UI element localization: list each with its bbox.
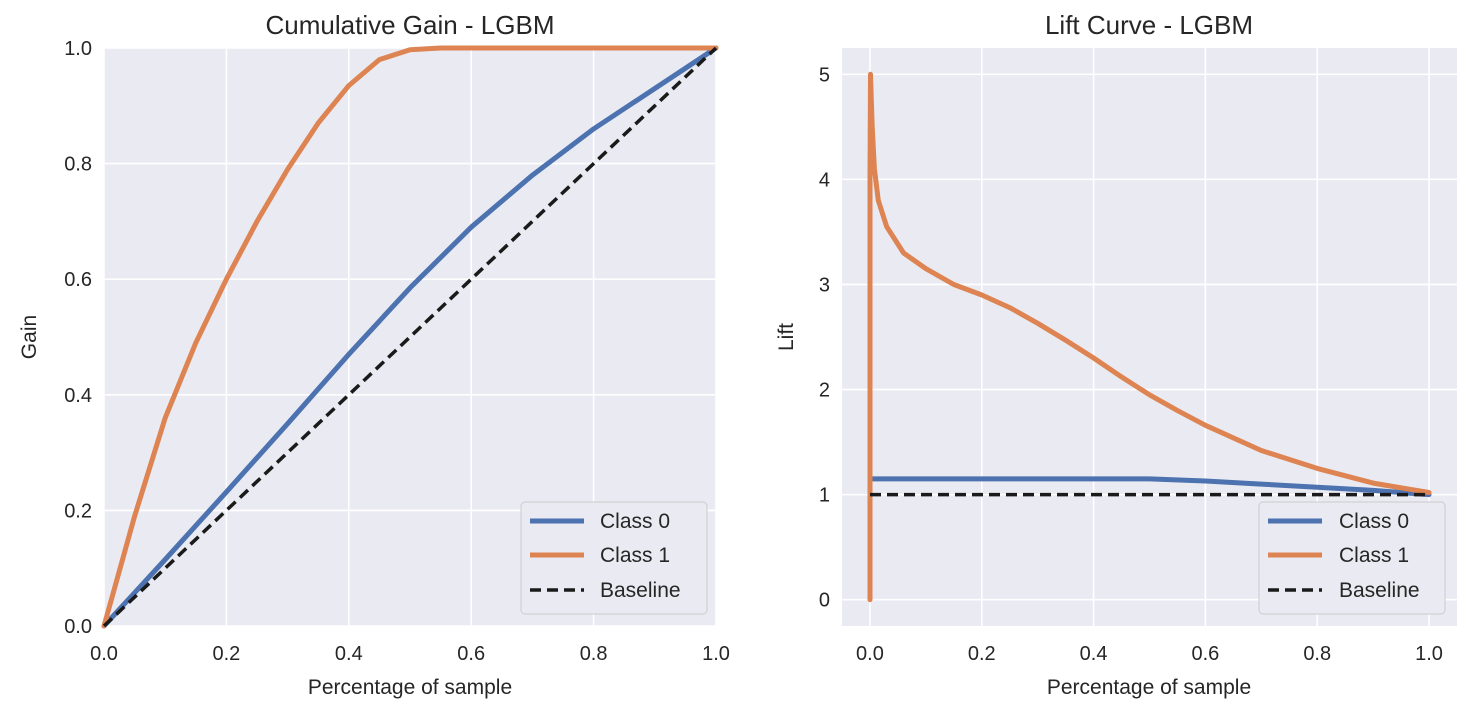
y-tick-label: 4 [819, 169, 830, 191]
x-tick-labels: 0.0 0.2 0.4 0.6 0.8 1.0 [90, 643, 730, 665]
x-tick-label: 0.2 [212, 643, 240, 665]
series-layer [101, 45, 719, 629]
lift-curve-panel: 0.0 0.2 0.4 0.6 0.8 1.0 0 1 2 3 4 5 Lift Curve - L… [775, 10, 1457, 699]
y-tick-label: 1 [819, 485, 830, 507]
series-line-class-0 [867, 476, 1432, 498]
y-axis-label: Gain [18, 315, 41, 359]
legend-label-class-1: Class 1 [1339, 544, 1409, 567]
y-tick-label: 0.4 [64, 385, 92, 407]
y-tick-labels: 0.0 0.2 0.4 0.6 0.8 1.0 [64, 38, 92, 638]
series-layer [867, 71, 1432, 603]
y-tick-label: 0.6 [64, 269, 92, 291]
y-axis-label: Lift [775, 323, 798, 351]
series-line-class-0 [101, 45, 719, 629]
x-tick-label: 0.8 [580, 643, 608, 665]
series-line-class-1 [867, 71, 1432, 603]
y-tick-label: 1.0 [64, 38, 92, 60]
series-line-baseline [102, 46, 718, 628]
legend-box [1258, 501, 1446, 615]
x-tick-label: 0.2 [968, 643, 996, 665]
grid [103, 47, 717, 627]
y-tick-label: 0 [819, 590, 830, 612]
legend-box [520, 501, 708, 615]
legend-label-baseline: Baseline [600, 579, 681, 602]
x-tick-label: 0.4 [1080, 643, 1108, 665]
legend: Class 0 Class 1 Baseline [1258, 501, 1446, 615]
x-tick-label: 0.6 [457, 643, 485, 665]
x-tick-label: 0.4 [335, 643, 363, 665]
x-axis-label: Percentage of sample [308, 676, 512, 699]
x-axis-label: Percentage of sample [1047, 676, 1251, 699]
y-tick-labels: 0 1 2 3 4 5 [819, 64, 830, 611]
x-tick-label: 0.8 [1303, 643, 1331, 665]
x-tick-label: 1.0 [702, 643, 730, 665]
x-tick-label: 1.0 [1415, 643, 1443, 665]
legend: Class 0 Class 1 Baseline [520, 501, 708, 615]
x-tick-label: 0.0 [856, 643, 884, 665]
legend-label-class-0: Class 0 [1339, 510, 1409, 533]
chart-title: Lift Curve - LGBM [1045, 10, 1253, 40]
y-tick-label: 0.8 [64, 154, 92, 176]
legend-label-baseline: Baseline [1339, 579, 1420, 602]
cumulative-gain-panel: 0.0 0.2 0.4 0.6 0.8 1.0 0.0 0.2 0.4 0.6 0.8 1.0 Cu… [18, 10, 730, 699]
y-tick-label: 0.2 [64, 500, 92, 522]
x-tick-label: 0.6 [1192, 643, 1220, 665]
y-tick-label: 5 [819, 64, 830, 86]
x-tick-labels: 0.0 0.2 0.4 0.6 0.8 1.0 [856, 643, 1443, 665]
legend-label-class-1: Class 1 [600, 544, 670, 567]
x-tick-label: 0.0 [90, 643, 118, 665]
chart-title: Cumulative Gain - LGBM [266, 10, 555, 40]
y-tick-label: 3 [819, 274, 830, 296]
y-tick-label: 2 [819, 380, 830, 402]
y-tick-label: 0.0 [64, 616, 92, 638]
series-line-class-1 [101, 45, 719, 629]
legend-label-class-0: Class 0 [600, 510, 670, 533]
